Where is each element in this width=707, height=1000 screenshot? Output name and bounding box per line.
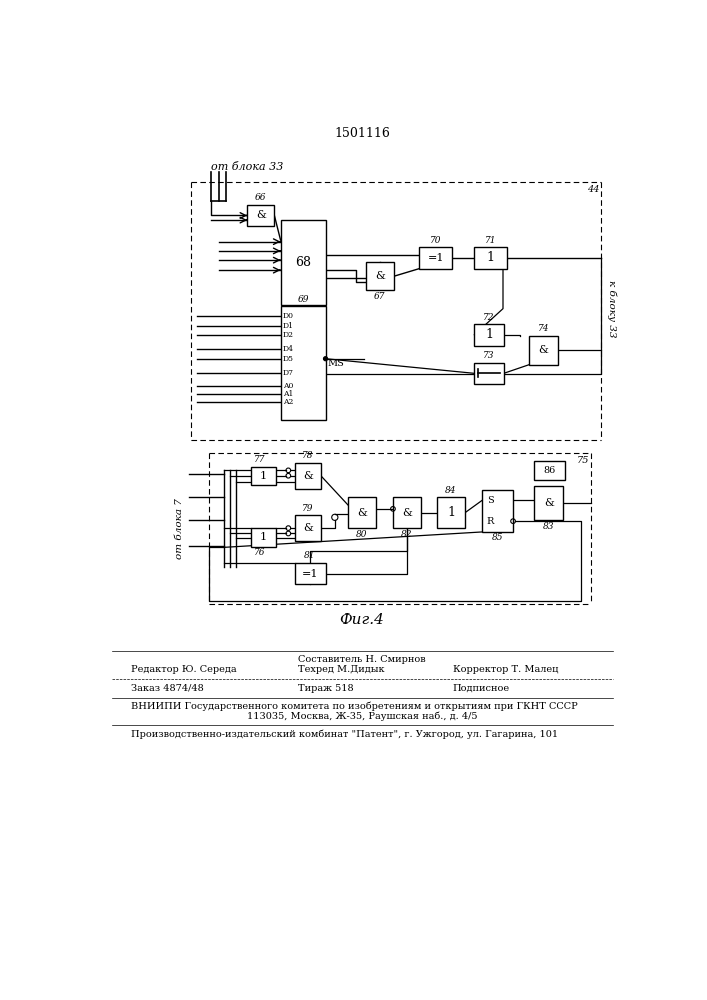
Text: 74: 74	[537, 324, 549, 333]
Text: =1: =1	[427, 253, 444, 263]
Text: 113035, Москва, Ж-35, Раушская наб., д. 4/5: 113035, Москва, Ж-35, Раушская наб., д. …	[247, 711, 477, 721]
Text: &: &	[256, 210, 266, 220]
Text: 1: 1	[447, 506, 455, 519]
Text: D7: D7	[283, 369, 294, 377]
Text: 85: 85	[492, 533, 503, 542]
Bar	[281, 306, 325, 420]
Text: 81: 81	[304, 551, 316, 560]
Text: ВНИИПИ Государственного комитета по изобретениям и открытиям при ГКНТ СССР: ВНИИПИ Государственного комитета по изоб…	[131, 702, 578, 711]
Text: 71: 71	[485, 236, 496, 245]
Text: &: &	[303, 523, 312, 533]
Text: от блока 33: от блока 33	[211, 162, 284, 172]
Bar	[534, 461, 565, 480]
Bar	[393, 497, 421, 528]
Text: 66: 66	[255, 193, 267, 202]
Bar	[474, 324, 504, 346]
Text: 86: 86	[544, 466, 556, 475]
Text: 44: 44	[588, 185, 600, 194]
Text: D2: D2	[283, 331, 294, 339]
Bar	[419, 247, 452, 269]
Text: Редактор Ю. Середа: Редактор Ю. Середа	[131, 665, 237, 674]
Text: Заказ 4874/48: Заказ 4874/48	[131, 684, 204, 693]
Text: 68: 68	[295, 256, 311, 269]
Bar	[482, 490, 513, 532]
Text: 78: 78	[302, 451, 313, 460]
Text: 79: 79	[302, 504, 313, 513]
Text: Фиг.4: Фиг.4	[339, 613, 385, 628]
Text: от блока 7: от блока 7	[175, 498, 185, 559]
Text: 80: 80	[356, 530, 368, 539]
Text: 1: 1	[260, 532, 267, 542]
Text: A0: A0	[283, 382, 293, 390]
Text: 1501116: 1501116	[334, 127, 390, 140]
Bar	[295, 515, 321, 541]
Bar	[474, 363, 504, 384]
Text: 70: 70	[430, 236, 441, 245]
Text: 75: 75	[576, 456, 589, 465]
Text: S: S	[486, 496, 493, 505]
Bar	[251, 528, 276, 547]
Text: Техред М.Дидык: Техред М.Дидык	[298, 665, 384, 674]
Text: &: &	[544, 498, 554, 508]
Text: A1: A1	[283, 390, 293, 398]
Text: 72: 72	[484, 313, 495, 322]
Text: Производственно-издательский комбинат "Патент", г. Ужгород, ул. Гагарина, 101: Производственно-издательский комбинат "П…	[131, 730, 558, 739]
Text: 1: 1	[486, 251, 495, 264]
Text: 77: 77	[253, 455, 265, 464]
Bar	[247, 205, 274, 226]
Text: 73: 73	[484, 351, 495, 360]
Bar	[366, 262, 394, 290]
Bar	[474, 247, 507, 269]
Circle shape	[324, 357, 327, 361]
Text: 1: 1	[485, 328, 493, 341]
Text: A2: A2	[283, 398, 293, 406]
Text: R: R	[486, 517, 494, 526]
Text: 76: 76	[253, 548, 265, 557]
Text: D5: D5	[283, 355, 294, 363]
Text: &: &	[375, 271, 385, 281]
Text: к блоку 33: к блоку 33	[607, 280, 617, 337]
Bar	[534, 486, 563, 520]
Text: &: &	[303, 471, 312, 481]
Text: D0: D0	[283, 312, 294, 320]
Text: &: &	[538, 345, 548, 355]
Text: &: &	[357, 508, 367, 518]
Text: 84: 84	[445, 486, 457, 495]
Bar	[348, 497, 376, 528]
Bar	[251, 466, 276, 485]
Text: 69: 69	[298, 295, 309, 304]
Text: D4: D4	[283, 345, 294, 353]
Bar	[281, 220, 325, 305]
Bar	[295, 563, 325, 584]
Text: 67: 67	[374, 292, 385, 301]
Text: Подписное: Подписное	[452, 684, 510, 693]
Text: =1: =1	[302, 569, 318, 579]
Text: MS: MS	[327, 359, 344, 368]
Bar	[437, 497, 465, 528]
Text: Тираж 518: Тираж 518	[298, 684, 354, 693]
Text: D1: D1	[283, 322, 294, 330]
Bar	[295, 463, 321, 489]
Text: 83: 83	[543, 522, 554, 531]
Text: 1: 1	[260, 471, 267, 481]
Text: &: &	[402, 508, 412, 518]
Bar	[529, 336, 558, 365]
Text: Составитель Н. Смирнов: Составитель Н. Смирнов	[298, 654, 426, 664]
Text: Корректор Т. Малец: Корректор Т. Малец	[452, 665, 558, 674]
Text: 82: 82	[401, 530, 413, 539]
